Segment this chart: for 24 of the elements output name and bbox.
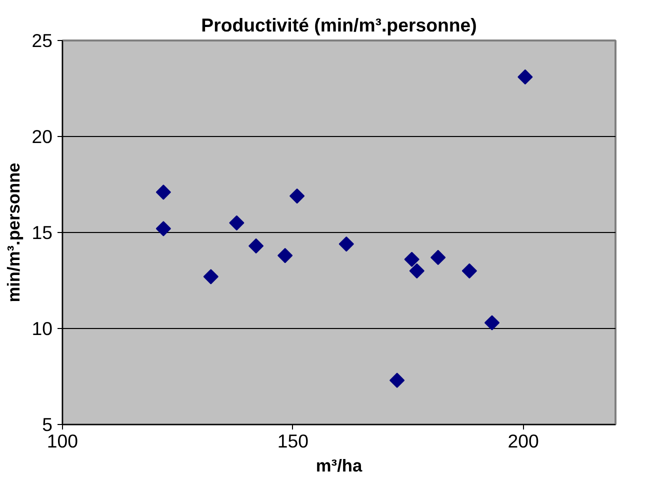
point bbox=[484, 315, 500, 330]
point bbox=[203, 269, 218, 284]
point bbox=[156, 184, 171, 200]
point bbox=[229, 215, 244, 230]
point bbox=[430, 250, 446, 266]
point bbox=[462, 263, 477, 278]
y-tick-label: 15 bbox=[32, 222, 53, 243]
point bbox=[389, 372, 405, 388]
x-tick-label: 200 bbox=[508, 430, 539, 452]
point bbox=[156, 221, 171, 236]
y-tick-label: 20 bbox=[32, 126, 53, 147]
point bbox=[289, 188, 305, 204]
point bbox=[518, 69, 533, 85]
y-axis-title: min/m³.personne bbox=[4, 162, 24, 302]
chart-title: Productivité (min/m³.personne) bbox=[201, 14, 477, 36]
point bbox=[404, 252, 420, 267]
point bbox=[278, 248, 293, 264]
y-tick-label: 25 bbox=[32, 30, 53, 51]
point bbox=[248, 238, 264, 254]
x-tick-label: 150 bbox=[277, 430, 308, 452]
point bbox=[409, 263, 424, 278]
point bbox=[338, 236, 354, 252]
y-tick-label: 10 bbox=[32, 318, 53, 339]
x-axis-title: m³/ha bbox=[316, 456, 362, 476]
